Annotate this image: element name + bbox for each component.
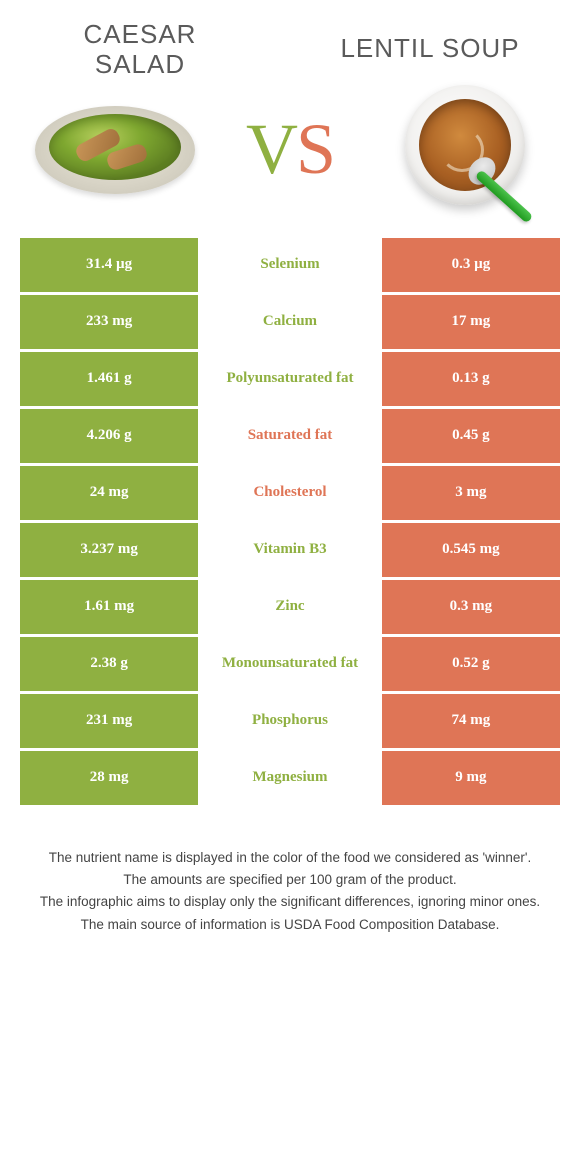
table-row: 3.237 mgVitamin B30.545 mg <box>20 523 560 577</box>
footer-line: The nutrient name is displayed in the co… <box>30 848 550 868</box>
left-title-line1: Caesar <box>84 19 197 49</box>
soup-icon <box>390 80 540 220</box>
comparison-table: 31.4 µgSelenium0.3 µg233 mgCalcium17 mg1… <box>20 235 560 808</box>
right-value-cell: 0.3 µg <box>382 238 560 292</box>
right-value-cell: 0.13 g <box>382 352 560 406</box>
left-value-cell: 28 mg <box>20 751 198 805</box>
right-value-cell: 0.45 g <box>382 409 560 463</box>
table-row: 2.38 gMonounsaturated fat0.52 g <box>20 637 560 691</box>
left-title-line2: salad <box>95 49 185 79</box>
vs-label: VS <box>246 108 334 191</box>
left-value-cell: 1.61 mg <box>20 580 198 634</box>
right-value-cell: 0.52 g <box>382 637 560 691</box>
header-right-col: Lentil soup <box>330 34 530 64</box>
left-value-cell: 24 mg <box>20 466 198 520</box>
nutrient-label-cell: Monounsaturated fat <box>198 637 382 691</box>
nutrient-label-cell: Magnesium <box>198 751 382 805</box>
table-row: 4.206 gSaturated fat0.45 g <box>20 409 560 463</box>
right-food-image <box>380 90 550 210</box>
vs-s: S <box>296 109 334 189</box>
salad-icon <box>35 106 195 194</box>
right-value-cell: 9 mg <box>382 751 560 805</box>
vs-v: V <box>246 109 296 189</box>
table-row: 31.4 µgSelenium0.3 µg <box>20 238 560 292</box>
table-row: 1.61 mgZinc0.3 mg <box>20 580 560 634</box>
left-value-cell: 231 mg <box>20 694 198 748</box>
left-value-cell: 31.4 µg <box>20 238 198 292</box>
right-value-cell: 0.545 mg <box>382 523 560 577</box>
nutrient-label-cell: Phosphorus <box>198 694 382 748</box>
table-row: 1.461 gPolyunsaturated fat0.13 g <box>20 352 560 406</box>
nutrient-label-cell: Selenium <box>198 238 382 292</box>
nutrient-label-cell: Zinc <box>198 580 382 634</box>
left-food-title: Caesar salad <box>50 20 230 80</box>
header-left-col: Caesar salad <box>50 20 230 80</box>
left-food-image <box>30 90 200 210</box>
vs-row: VS <box>0 90 580 235</box>
nutrient-label-cell: Calcium <box>198 295 382 349</box>
nutrient-label-cell: Polyunsaturated fat <box>198 352 382 406</box>
table-row: 231 mgPhosphorus74 mg <box>20 694 560 748</box>
left-value-cell: 233 mg <box>20 295 198 349</box>
footer-line: The infographic aims to display only the… <box>30 892 550 912</box>
left-value-cell: 3.237 mg <box>20 523 198 577</box>
footer-notes: The nutrient name is displayed in the co… <box>0 808 580 935</box>
right-value-cell: 3 mg <box>382 466 560 520</box>
right-value-cell: 74 mg <box>382 694 560 748</box>
nutrient-label-cell: Cholesterol <box>198 466 382 520</box>
left-value-cell: 4.206 g <box>20 409 198 463</box>
right-food-title: Lentil soup <box>330 34 530 64</box>
right-value-cell: 17 mg <box>382 295 560 349</box>
left-value-cell: 2.38 g <box>20 637 198 691</box>
footer-line: The amounts are specified per 100 gram o… <box>30 870 550 890</box>
nutrient-label-cell: Saturated fat <box>198 409 382 463</box>
table-row: 24 mgCholesterol3 mg <box>20 466 560 520</box>
nutrient-label-cell: Vitamin B3 <box>198 523 382 577</box>
header: Caesar salad Lentil soup <box>0 0 580 90</box>
table-row: 28 mgMagnesium9 mg <box>20 751 560 805</box>
footer-line: The main source of information is USDA F… <box>30 915 550 935</box>
left-value-cell: 1.461 g <box>20 352 198 406</box>
right-value-cell: 0.3 mg <box>382 580 560 634</box>
table-row: 233 mgCalcium17 mg <box>20 295 560 349</box>
